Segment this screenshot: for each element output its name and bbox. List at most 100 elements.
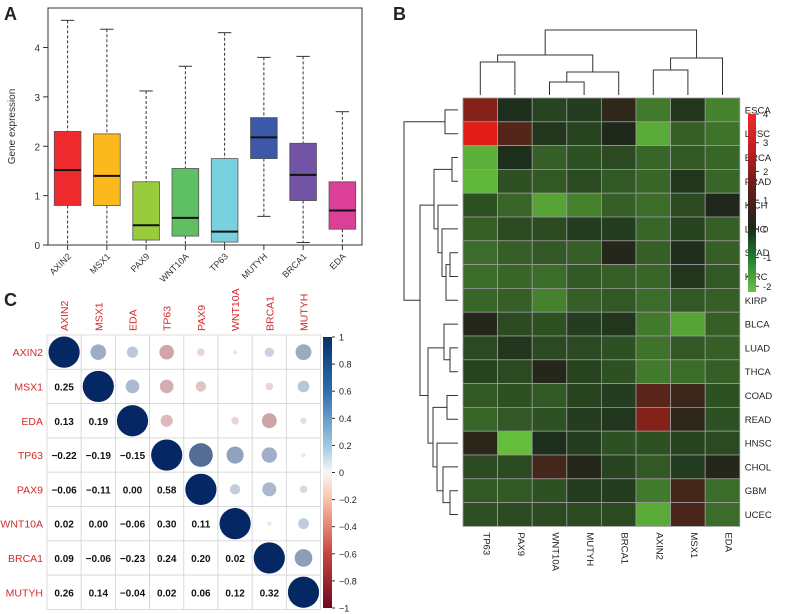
iqr-box	[53, 131, 82, 206]
heatmap-cell-lihc-wnt10a	[531, 216, 568, 242]
corr-value: 0.20	[191, 554, 211, 565]
corr-legend-tick-label: −1	[339, 604, 349, 614]
panel-label-b: B	[393, 4, 406, 24]
corr-cell	[46, 403, 82, 439]
corr-legend-tick-label: 0.2	[339, 441, 352, 451]
heatmap-cell-coad-brca1	[601, 383, 637, 408]
legend-tick-label: 3	[763, 138, 768, 149]
iqr-box	[289, 142, 317, 201]
color-legend-bar	[748, 114, 756, 292]
heatmap-cell-lihc-tp63	[462, 216, 498, 242]
heatmap-cell-read-pax9	[497, 406, 533, 432]
corr-value: 0.09	[54, 554, 74, 565]
heatmap-cell-stad-pax9	[497, 240, 533, 266]
column-label: MSX1	[93, 302, 105, 331]
heatmap-cell-hnsc-eda	[704, 430, 741, 456]
corr-cell	[46, 540, 82, 576]
heatmap-cell-hnsc-tp63	[462, 430, 498, 456]
heatmap-cell-chol-eda	[704, 454, 741, 480]
legend-tick-label: 1	[763, 196, 768, 207]
heatmap-cell-hnsc-pax9	[497, 430, 533, 456]
corr-cell	[217, 574, 253, 610]
corr-value: 0.58	[157, 485, 177, 496]
legend-tick-label: -1	[763, 253, 771, 264]
heatmap-cell-ucec-mutyh	[566, 502, 602, 527]
corr-value: 0.32	[260, 588, 280, 599]
corr-value: −0.06	[51, 485, 77, 496]
row-label: BLCA	[745, 320, 770, 331]
heatmap-cell-gbm-wnt10a	[531, 478, 568, 503]
corr-value: −0.11	[86, 485, 111, 496]
legend-tick-label: -2	[763, 282, 771, 293]
heatmap-cell-chol-axin2	[635, 454, 671, 480]
heatmap-panel: ESCALUSCBRCAPRADKICHLIHCSTADKIRCKIRPBLCA…	[403, 29, 772, 572]
row-dendrogram-branch	[449, 490, 458, 515]
heatmap-cell-prad-msx1	[670, 168, 706, 194]
column-dendrogram-branch	[549, 81, 585, 95]
heatmap-cell-kich-brca1	[601, 192, 637, 218]
heatmap-cell-ucec-brca1	[601, 502, 637, 527]
corr-legend-tick-label: −0.6	[339, 549, 357, 559]
row-label: READ	[745, 415, 772, 426]
heatmap-cell-luad-tp63	[462, 335, 498, 361]
corr-value: 0.12	[225, 588, 245, 599]
row-label: MSX1	[14, 381, 43, 393]
corr-value: 0.25	[54, 382, 74, 393]
heatmap-cell-stad-mutyh	[566, 240, 602, 266]
panel-label-a: A	[4, 4, 17, 24]
heatmap-cell-read-msx1	[670, 406, 706, 432]
corr-value: 0.02	[225, 554, 245, 565]
x-tick-label: EDA	[328, 251, 348, 271]
corr-legend-tick-label: −0.8	[339, 576, 357, 586]
row-label: PRAD	[745, 177, 772, 188]
corr-circle-eda-pax9	[200, 420, 202, 422]
heatmap-cell-esca-msx1	[670, 97, 706, 123]
iqr-box	[132, 181, 160, 241]
column-dendrogram-branch	[497, 54, 594, 72]
heatmap-cell-read-eda	[704, 406, 741, 432]
corr-cell	[251, 574, 287, 610]
corr-circle-axin2-tp63	[159, 344, 175, 360]
heatmap-cell-kirc-msx1	[670, 264, 706, 289]
heatmap-cell-kich-msx1	[670, 192, 706, 218]
row-dendrogram-branch	[443, 323, 458, 361]
corr-circle-mutyh-mutyh	[287, 576, 320, 608]
corr-circle-wnt10a-mutyh	[298, 518, 309, 530]
heatmap-cell-gbm-axin2	[635, 478, 671, 503]
corr-circle-msx1-wnt10a	[234, 385, 236, 387]
heatmap-cell-prad-axin2	[635, 168, 671, 194]
y-tick-label: 3	[34, 93, 40, 104]
corr-legend-tick-label: −0.2	[339, 495, 357, 505]
corr-cell	[46, 437, 82, 473]
heatmap-cell-stad-msx1	[670, 240, 706, 266]
corr-circle-eda-eda	[116, 405, 149, 437]
heatmap-cell-blca-msx1	[670, 311, 706, 337]
column-label: PAX9	[196, 305, 208, 331]
corr-circle-brca1-brca1	[253, 542, 285, 574]
heatmap-cell-lusc-mutyh	[566, 121, 602, 147]
row-label: UCEC	[745, 510, 772, 521]
corr-legend-tick-label: 1	[339, 333, 344, 343]
heatmap-cell-gbm-brca1	[601, 478, 637, 503]
heatmap-cell-luad-msx1	[670, 335, 706, 361]
row-dendrogram-branch	[446, 395, 458, 420]
y-axis-title: Gene expression	[7, 89, 18, 165]
heatmap-cell-kirc-tp63	[462, 264, 498, 289]
corr-circle-axin2-msx1	[90, 344, 107, 360]
heatmap-cell-thca-axin2	[635, 359, 671, 384]
corr-value: −0.22	[51, 451, 77, 462]
corr-value: 0.00	[123, 485, 143, 496]
heatmap-cell-kirc-wnt10a	[531, 264, 568, 289]
column-label: AXIN2	[59, 300, 71, 331]
corr-circle-msx1-mutyh	[297, 380, 310, 393]
corr-circle-tp63-pax9	[189, 443, 213, 467]
heatmap-cell-thca-eda	[704, 359, 741, 384]
row-label: GBM	[745, 486, 767, 497]
column-label: BRCA1	[264, 296, 276, 331]
heatmap-cell-brca-brca1	[601, 145, 637, 170]
heatmap-cell-hnsc-brca1	[601, 430, 637, 456]
heatmap-cell-gbm-msx1	[670, 478, 706, 503]
heatmap-cell-lusc-msx1	[670, 121, 706, 147]
column-label: BRCA1	[619, 532, 630, 564]
corr-cell	[46, 574, 82, 610]
